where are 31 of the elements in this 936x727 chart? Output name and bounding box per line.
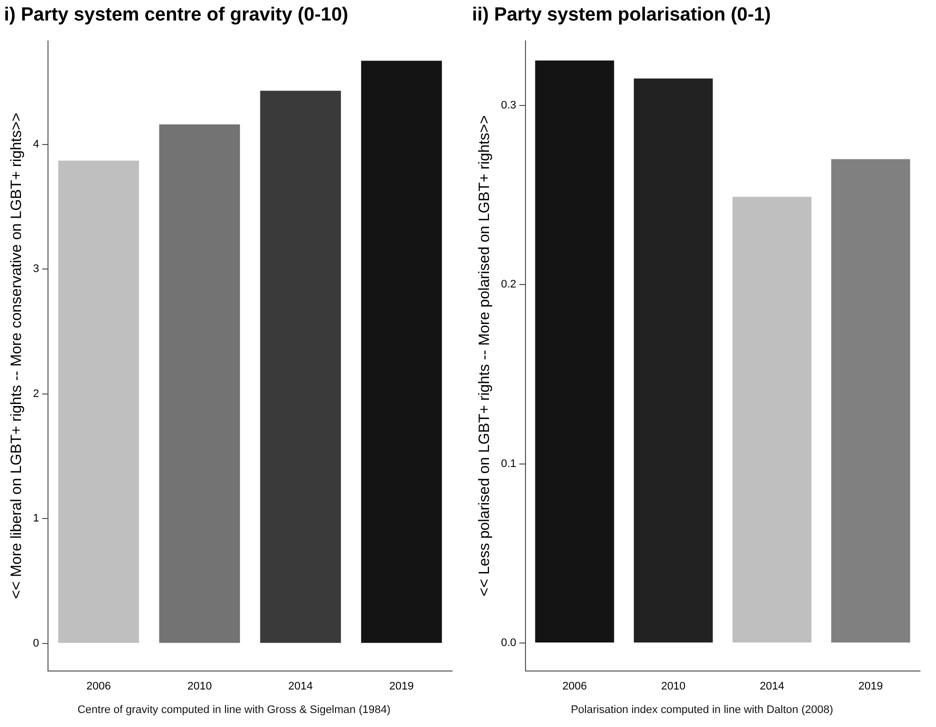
bar: [58, 160, 139, 643]
y-tick-label: 3: [32, 263, 40, 276]
bar: [159, 124, 240, 643]
bar: [634, 78, 713, 643]
x-tick-label: 2014: [760, 680, 784, 692]
x-tick-label: 2019: [858, 680, 883, 692]
bar: [831, 159, 910, 643]
bar: [260, 90, 341, 643]
x-tick-label: 2010: [187, 680, 212, 692]
y-tick-label: 2: [32, 388, 40, 400]
x-tick-label: 2006: [562, 680, 587, 692]
y-tick-label: 0.1: [500, 458, 516, 470]
x-tick-label: 2014: [288, 680, 313, 692]
x-tick-label: 2006: [86, 680, 111, 692]
bar: [732, 196, 812, 643]
y-tick-label: 0.3: [500, 99, 516, 112]
text: Centre of gravity computed in line with Gross & Sigelman (1984): [76, 704, 392, 716]
x-tick-label: 2010: [661, 680, 686, 692]
bar: [535, 60, 614, 643]
chart-title: ii) Party system polarisation (0-1): [472, 4, 771, 26]
text: Polarisation index computed in line with Dalton (2008): [570, 704, 834, 716]
y-axis-title: << More liberal on LGBT+ rights -- More conservative on LGBT+ rights>>: [8, 112, 26, 599]
y-tick-label: 0.2: [500, 278, 516, 291]
y-tick-label: 4: [32, 138, 40, 150]
x-tick-label: 2019: [389, 680, 414, 692]
y-tick-label: 0: [32, 637, 40, 650]
y-tick-label: 0.0: [500, 637, 516, 650]
y-tick-label: 1: [32, 512, 40, 525]
bar: [361, 60, 442, 643]
chart-title: i) Party system centre of gravity (0-10): [4, 4, 348, 26]
y-axis-title: << Less polarised on LGBT+ rights -- More polarised on LGBT+ rights>>: [476, 115, 494, 596]
